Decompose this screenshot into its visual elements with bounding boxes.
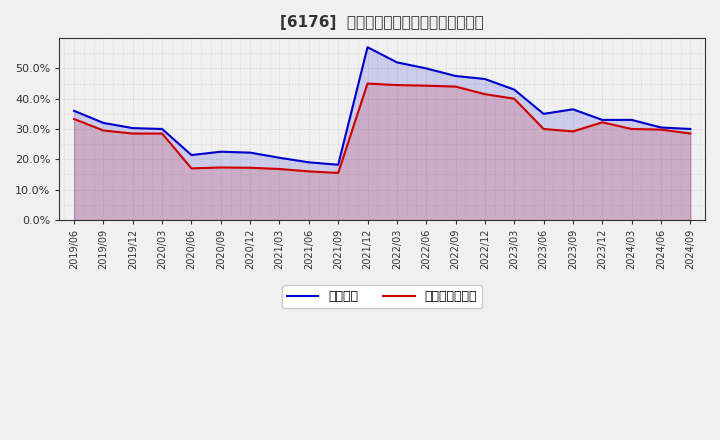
固定比率 <box>480 77 489 82</box>
固定長期適合率 <box>158 131 166 136</box>
固定長期適合率 <box>217 165 225 170</box>
固定長期適合率 <box>305 169 313 174</box>
固定長期適合率 <box>422 83 431 88</box>
固定長期適合率 <box>392 82 401 88</box>
固定長期適合率 <box>451 84 460 89</box>
固定長期適合率 <box>334 170 343 176</box>
固定長期適合率 <box>275 166 284 172</box>
固定比率 <box>246 150 254 155</box>
固定比率 <box>510 87 518 92</box>
固定長期適合率 <box>627 126 636 132</box>
固定長期適合率 <box>686 131 695 136</box>
Legend: 固定比率, 固定長期適合率: 固定比率, 固定長期適合率 <box>282 285 482 308</box>
固定長期適合率 <box>99 128 108 133</box>
固定比率 <box>158 126 166 132</box>
固定比率 <box>686 126 695 132</box>
固定比率 <box>363 44 372 50</box>
固定長期適合率 <box>246 165 254 170</box>
固定比率 <box>217 149 225 154</box>
固定比率 <box>539 111 548 117</box>
固定比率 <box>70 108 78 114</box>
固定比率 <box>598 117 607 123</box>
固定長期適合率 <box>128 131 137 136</box>
固定比率 <box>275 155 284 161</box>
固定長期適合率 <box>480 92 489 97</box>
固定比率 <box>657 125 665 130</box>
固定比率 <box>187 152 196 158</box>
固定比率 <box>569 106 577 112</box>
固定長期適合率 <box>363 81 372 86</box>
固定比率 <box>422 66 431 71</box>
固定長期適合率 <box>539 126 548 132</box>
固定比率 <box>392 60 401 65</box>
固定比率 <box>627 117 636 123</box>
Title: [6176]  固定比率、固定長期適合率の推移: [6176] 固定比率、固定長期適合率の推移 <box>280 15 484 30</box>
固定長期適合率 <box>70 116 78 121</box>
固定比率 <box>128 125 137 131</box>
Line: 固定比率: 固定比率 <box>74 47 690 165</box>
固定長期適合率 <box>187 166 196 171</box>
固定比率 <box>451 73 460 79</box>
固定長期適合率 <box>510 96 518 101</box>
固定比率 <box>99 120 108 125</box>
Line: 固定長期適合率: 固定長期適合率 <box>74 84 690 173</box>
固定長期適合率 <box>598 120 607 125</box>
固定比率 <box>334 162 343 167</box>
固定長期適合率 <box>657 127 665 132</box>
固定長期適合率 <box>569 129 577 134</box>
固定比率 <box>305 160 313 165</box>
